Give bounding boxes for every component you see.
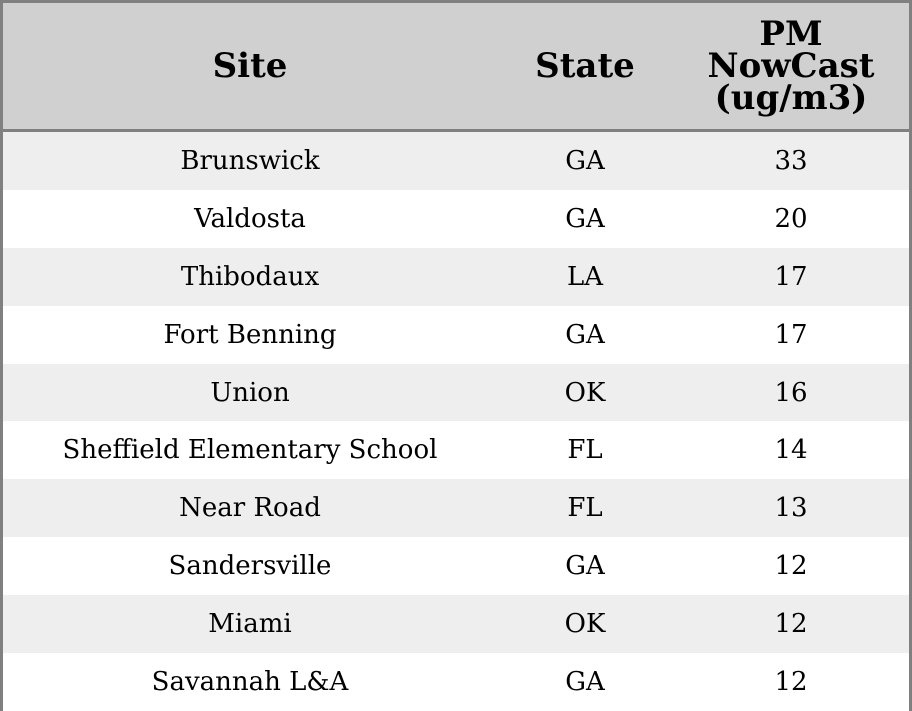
cell-site: Brunswick — [180, 145, 320, 176]
cell-pm-value: 13 — [774, 493, 808, 524]
header-state: State — [535, 46, 635, 86]
table-row: Sandersville GA 12 — [3, 537, 909, 596]
header-pm-nowcast: PM NowCast (ug/m3) — [673, 3, 909, 129]
cell-state: FL — [567, 493, 603, 524]
table-header: Site State PM NowCast (ug/m3) — [3, 3, 909, 132]
cell-site: Union — [210, 377, 290, 408]
cell-pm-value: 14 — [774, 435, 808, 466]
table-row: Miami OK 12 — [3, 595, 909, 654]
cell-site: Thibodaux — [180, 261, 320, 292]
cell-site: Miami — [208, 609, 292, 640]
cell-state: OK — [564, 609, 606, 640]
table-row: Thibodaux LA 17 — [3, 247, 909, 306]
cell-site: Near Road — [179, 493, 321, 524]
table-row: Sheffield Elementary School FL 14 — [3, 421, 909, 480]
cell-pm-value: 12 — [774, 666, 808, 697]
table-row: Fort Benning GA 17 — [3, 305, 909, 364]
header-pm-line-2: NowCast — [707, 46, 875, 86]
cell-pm-value: 16 — [774, 377, 808, 408]
cell-pm-value: 20 — [774, 203, 808, 234]
cell-pm-value: 12 — [774, 609, 808, 640]
cell-site: Sandersville — [168, 551, 332, 582]
cell-pm-value: 17 — [774, 261, 808, 292]
table-row: Near Road FL 13 — [3, 479, 909, 538]
cell-state: GA — [565, 551, 605, 582]
table-row: Union OK 16 — [3, 363, 909, 422]
cell-state: GA — [565, 145, 605, 176]
table-row: Brunswick GA 33 — [3, 132, 909, 190]
cell-site: Savannah L&A — [151, 666, 349, 697]
cell-state: GA — [565, 319, 605, 350]
table-row: Valdosta GA 20 — [3, 189, 909, 248]
cell-state: GA — [565, 203, 605, 234]
cell-state: OK — [564, 377, 606, 408]
cell-site: Sheffield Elementary School — [62, 435, 438, 466]
cell-state: FL — [567, 435, 603, 466]
cell-pm-value: 33 — [774, 145, 808, 176]
cell-state: GA — [565, 666, 605, 697]
cell-pm-value: 12 — [774, 551, 808, 582]
cell-site: Valdosta — [194, 203, 306, 234]
cell-site: Fort Benning — [163, 319, 337, 350]
table-row: Savannah L&A GA 12 — [3, 653, 909, 711]
header-site: Site — [212, 46, 288, 86]
cell-state: LA — [566, 261, 604, 292]
header-pm-line-3: (ug/m3) — [714, 78, 868, 118]
table-body: Brunswick GA 33 Valdosta GA 20 Thibodaux LA 17 Fo… — [3, 132, 909, 711]
cell-pm-value: 17 — [774, 319, 808, 350]
header-pm-line-1: PM — [759, 14, 823, 54]
